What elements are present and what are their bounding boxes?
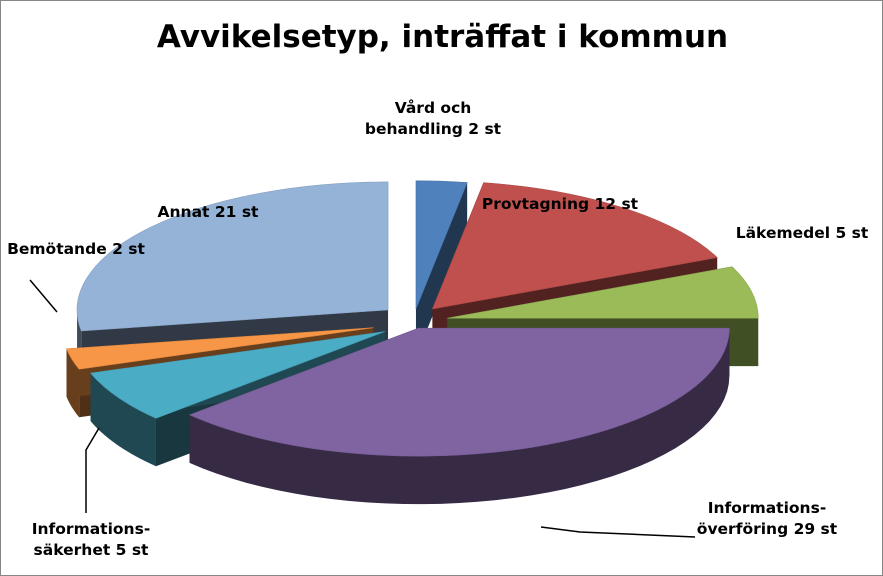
slice-label: Annat 21 st [158, 203, 260, 221]
pie-slice [447, 266, 759, 319]
slice-rim [189, 328, 730, 505]
slice-label: Provtagning 12 st [482, 195, 639, 213]
slice-label: Läkemedel 5 st [736, 224, 869, 242]
pie-slice [90, 331, 385, 419]
slice-label: Informations-överföring 29 st [697, 499, 838, 538]
pie-slice [415, 180, 468, 309]
pie-slice [76, 181, 389, 332]
leader-line [85, 427, 100, 513]
leader-line [540, 526, 696, 538]
slice-wall [415, 182, 468, 357]
slice-label: Bemötande 2 st [7, 240, 145, 258]
slice-rim [90, 373, 156, 467]
slice-rim [66, 348, 80, 418]
slice-tops [66, 180, 759, 457]
pie-slice [188, 327, 730, 457]
chart-title: Avvikelsetyp, inträffat i kommun [156, 19, 729, 55]
slice-label: Vård och behandling 2 st [365, 98, 502, 138]
leader-line [29, 279, 58, 313]
pie-slice [431, 182, 718, 310]
slice-label: Informations-säkerhet 5 st [32, 520, 151, 559]
pie-slice [66, 327, 374, 370]
